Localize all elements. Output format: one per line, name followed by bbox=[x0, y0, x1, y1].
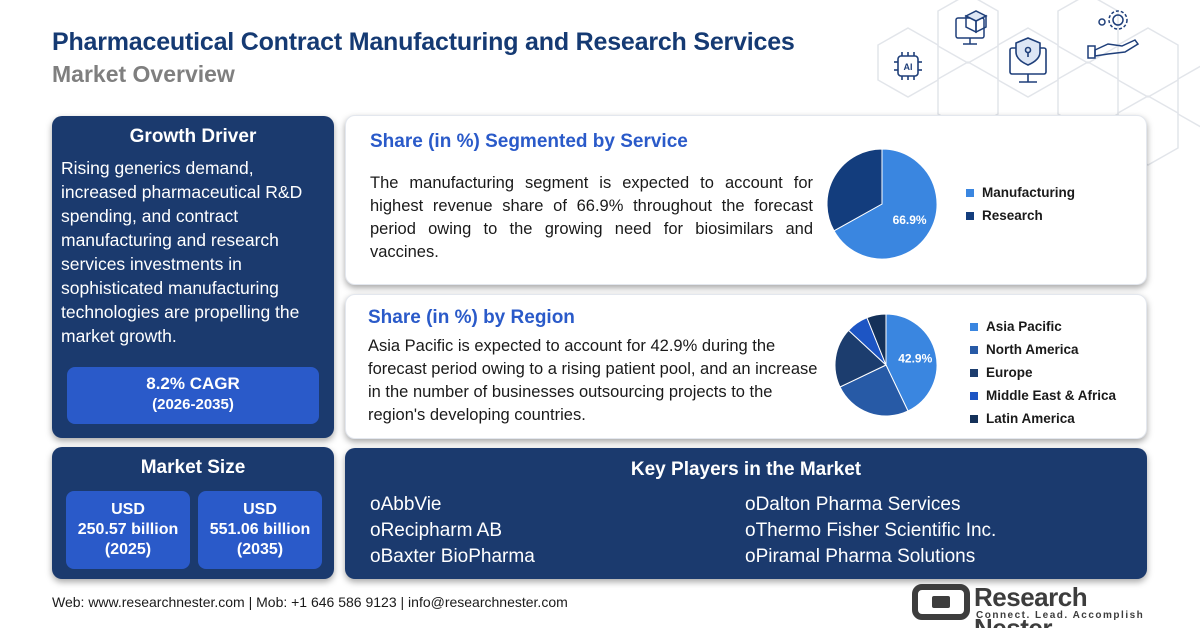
market-size-panel: Market Size USD 250.57 billion (2025) US… bbox=[52, 447, 334, 579]
brand-logo: Research Nester Connect. Lead. Accomplis… bbox=[912, 582, 1152, 628]
legend-swatch bbox=[970, 391, 978, 400]
pie-data-label: 66.9% bbox=[893, 213, 927, 227]
bullet-icon: o bbox=[745, 494, 756, 515]
security-shield-monitor-icon bbox=[1009, 37, 1047, 83]
gear-hand-icon bbox=[1087, 10, 1140, 59]
legend-item: Middle East & Africa bbox=[970, 384, 1116, 407]
legend-label: Asia Pacific bbox=[986, 319, 1062, 334]
cagr-period: (2026-2035) bbox=[152, 396, 234, 413]
service-share-title: Share (in %) Segmented by Service bbox=[370, 131, 688, 152]
legend-swatch bbox=[970, 345, 978, 354]
growth-driver-panel: Growth Driver Rising generics demand, in… bbox=[52, 116, 334, 438]
bullet-icon: o bbox=[370, 520, 381, 541]
region-share-title: Share (in %) by Region bbox=[368, 307, 575, 328]
key-players-panel: Key Players in the Market oAbbVie oRecip… bbox=[345, 448, 1147, 579]
pie-slice-asia-pacific bbox=[885, 313, 938, 412]
key-players-col-2: oDalton Pharma Services oThermo Fisher S… bbox=[745, 492, 996, 570]
legend-item: North America bbox=[970, 338, 1116, 361]
key-players-col-1: oAbbVie oRecipharm AB oBaxter BioPharma bbox=[370, 492, 535, 570]
legend-item: Asia Pacific bbox=[970, 315, 1116, 338]
cagr-value: 8.2% CAGR bbox=[146, 374, 240, 393]
region-pie-chart: 42.9% bbox=[834, 313, 938, 417]
legend-label: Latin America bbox=[986, 411, 1075, 426]
brand-name: Research Nester bbox=[974, 582, 1088, 628]
3d-cube-monitor-icon bbox=[955, 10, 988, 45]
pie-slice-latin-america bbox=[866, 313, 887, 366]
region-share-panel: Share (in %) by Region Asia Pacific is e… bbox=[345, 294, 1147, 439]
legend-label: Middle East & Africa bbox=[986, 388, 1117, 403]
brand-tagline: Connect. Lead. Accomplish bbox=[976, 610, 1145, 621]
cagr-box: 8.2% CAGR (2026-2035) bbox=[67, 367, 319, 424]
service-share-panel: Share (in %) Segmented by Service The ma… bbox=[345, 115, 1147, 285]
pie-slice-research bbox=[826, 148, 883, 232]
key-player-item: oAbbVie bbox=[370, 494, 442, 515]
market-size-value: 250.57 billion bbox=[77, 521, 179, 538]
market-size-2035: USD 551.06 billion (2035) bbox=[198, 491, 322, 569]
region-share-text: Asia Pacific is expected to account for … bbox=[368, 337, 818, 424]
legend-swatch bbox=[970, 322, 978, 331]
growth-driver-text: Rising generics demand, increased pharma… bbox=[61, 158, 303, 346]
bullet-icon: o bbox=[745, 546, 756, 567]
footer-contact: Web: www.researchnester.com | Mob: +1 64… bbox=[52, 594, 568, 610]
market-size-value: 551.06 billion bbox=[209, 521, 311, 538]
page-subtitle: Market Overview bbox=[52, 61, 235, 87]
market-size-title: Market Size bbox=[140, 457, 246, 478]
legend-label: North America bbox=[986, 342, 1079, 357]
svg-text:AI: AI bbox=[904, 62, 913, 72]
pie-slice-manufacturing bbox=[833, 148, 938, 260]
market-size-year: (2025) bbox=[104, 541, 152, 558]
legend-swatch bbox=[970, 368, 978, 377]
key-player-item: oBaxter BioPharma bbox=[370, 546, 535, 567]
legend-item: Latin America bbox=[970, 407, 1116, 430]
legend-label: Research bbox=[982, 208, 1043, 223]
legend-label: Manufacturing bbox=[982, 185, 1075, 200]
market-size-currency: USD bbox=[243, 501, 277, 518]
key-player-item: oThermo Fisher Scientific Inc. bbox=[745, 520, 997, 541]
bullet-icon: o bbox=[370, 494, 381, 515]
pie-slice-north-america bbox=[839, 364, 909, 417]
service-pie-chart: 66.9% bbox=[826, 148, 938, 260]
growth-driver-title: Growth Driver bbox=[129, 126, 257, 147]
bullet-icon: o bbox=[370, 546, 381, 567]
market-size-2025: USD 250.57 billion (2025) bbox=[66, 491, 190, 569]
legend-swatch bbox=[966, 188, 974, 197]
bullet-icon: o bbox=[745, 520, 756, 541]
header: Pharmaceutical Contract Manufacturing an… bbox=[52, 28, 932, 88]
market-size-year: (2035) bbox=[236, 541, 284, 558]
page-title: Pharmaceutical Contract Manufacturing an… bbox=[52, 28, 795, 56]
service-legend: Manufacturing Research bbox=[966, 177, 1075, 223]
legend-swatch bbox=[966, 211, 974, 220]
ai-chip-icon bbox=[894, 52, 922, 80]
market-size-currency: USD bbox=[111, 501, 145, 518]
pie-data-label: 42.9% bbox=[898, 351, 932, 365]
legend-item: Europe bbox=[970, 361, 1116, 384]
legend-item: Research bbox=[966, 208, 1075, 223]
pie-slice-europe bbox=[834, 329, 887, 388]
region-legend: Asia Pacific North America Europe Middle… bbox=[970, 315, 1116, 430]
key-players-title: Key Players in the Market bbox=[630, 459, 862, 480]
legend-swatch bbox=[970, 414, 978, 423]
key-player-item: oDalton Pharma Services bbox=[745, 494, 961, 515]
key-player-item: oPiramal Pharma Solutions bbox=[745, 546, 976, 567]
service-share-text: The manufacturing segment is expected to… bbox=[370, 174, 813, 261]
brand-mark-icon bbox=[912, 584, 970, 620]
key-player-item: oRecipharm AB bbox=[370, 520, 503, 541]
legend-label: Europe bbox=[986, 365, 1033, 380]
legend-item: Manufacturing bbox=[966, 177, 1075, 208]
